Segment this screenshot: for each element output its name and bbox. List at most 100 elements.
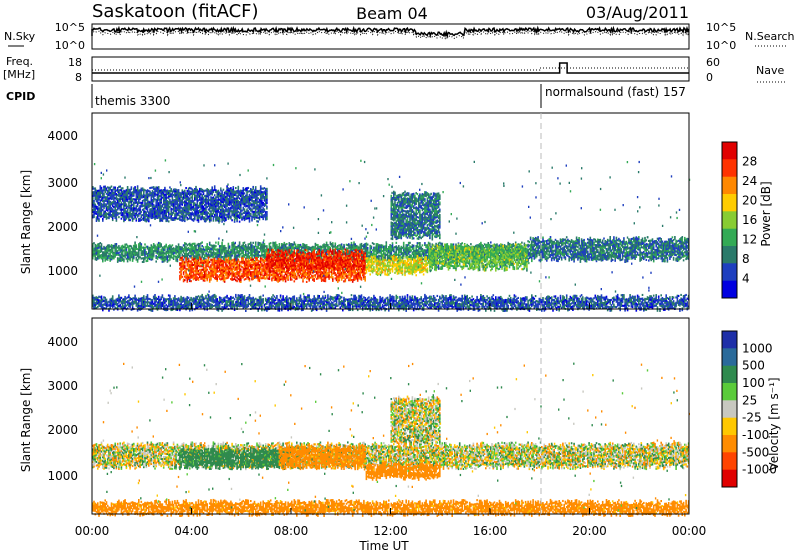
heat-cell-power-heat-0	[254, 254, 257, 257]
heat-cell-power-heat-0	[251, 256, 253, 259]
heat-cell-power-heat-0	[324, 244, 327, 247]
heat-cell-power-heat-0	[109, 257, 111, 260]
heat-cell-power-heat-0	[248, 255, 251, 258]
heat-cell-power-heat-0	[115, 248, 118, 251]
heat-cell-power-heat-0	[330, 244, 333, 247]
heat-cell-power-heat-0	[258, 243, 261, 246]
heat-cell-power-heat-0	[131, 254, 134, 257]
heat-cell-power-heat-0	[159, 256, 161, 259]
heat-cell-power-heat-0	[325, 248, 328, 251]
heat-cell-power-heat-0	[376, 255, 379, 258]
heat-cell-power-heat-0	[152, 251, 155, 254]
heat-cell-power-heat-0	[268, 246, 271, 249]
heat-cell-power-heat-0	[354, 246, 356, 249]
heat-cell-power-heat-0	[243, 245, 246, 248]
heat-cell-power-heat-0	[330, 243, 333, 246]
heat-cell-power-heat-0	[246, 253, 248, 256]
heat-cell-power-heat-0	[196, 254, 199, 257]
heat-cell-power-heat-0	[360, 244, 363, 247]
heat-cell-power-heat-0	[348, 252, 350, 255]
heat-cell-power-heat-0	[113, 244, 115, 247]
heat-cell-power-heat-0	[358, 248, 360, 251]
heat-cell-power-heat-0	[184, 252, 186, 255]
heat-cell-power-heat-0	[299, 245, 302, 248]
heat-cell-power-heat-0	[325, 243, 328, 246]
heat-cell-power-heat-0	[120, 250, 123, 253]
heat-cell-power-heat-0	[165, 256, 167, 259]
heat-cell-power-heat-0	[354, 250, 356, 253]
heat-cell-power-heat-0	[402, 243, 405, 246]
heat-cell-power-heat-0	[342, 246, 344, 249]
heat-cell-power-heat-1	[666, 256, 669, 259]
heat-cell-power-heat-0	[236, 256, 238, 259]
heat-cell-power-heat-0	[115, 243, 118, 246]
heat-cell-power-heat-0	[292, 250, 294, 253]
heat-cell-power-heat-0	[317, 254, 319, 257]
heat-cell-power-heat-0	[347, 253, 349, 256]
heat-cell-power-heat-0	[318, 247, 320, 250]
heat-cell-power-heat-1	[588, 258, 590, 261]
heat-cell-power-heat-0	[94, 247, 97, 250]
heat-cell-power-heat-0	[133, 257, 135, 260]
heat-cell-power-heat-0	[121, 259, 124, 262]
heat-cell-power-heat-0	[221, 256, 223, 259]
heat-cell-power-heat-0	[365, 242, 368, 245]
heat-cell-power-heat-0	[111, 252, 114, 255]
heat-cell-power-heat-0	[266, 245, 268, 248]
heat-cell-power-heat-0	[202, 248, 205, 251]
heat-cell-power-heat-0	[93, 247, 95, 250]
heat-cell-power-heat-1	[595, 260, 598, 263]
heat-cell-power-heat-0	[217, 241, 220, 244]
heat-cell-power-heat-0	[203, 256, 206, 259]
heat-cell-power-heat-0	[207, 255, 210, 258]
heat-cell-power-heat-0	[97, 248, 99, 251]
heat-cell-power-heat-0	[238, 241, 241, 244]
heat-cell-power-heat-0	[252, 247, 254, 250]
heat-cell-power-heat-0	[314, 248, 317, 251]
heat-cell-power-heat-0	[105, 252, 108, 255]
heat-cell-power-heat-0	[150, 255, 153, 258]
heat-cell-power-heat-0	[152, 244, 155, 247]
heat-cell-power-heat-0	[169, 251, 171, 254]
heat-cell-power-heat-2	[233, 258, 236, 261]
heat-cell-power-heat-1	[568, 259, 570, 262]
heat-cell-power-heat-0	[380, 247, 383, 250]
heat-cell-power-heat-0	[227, 246, 230, 249]
heat-cell-power-heat-0	[114, 253, 116, 256]
heat-cell-power-heat-0	[262, 254, 264, 257]
heat-cell-power-heat-2	[281, 272, 283, 275]
heat-cell-power-heat-1	[553, 258, 555, 261]
heat-cell-power-heat-0	[131, 258, 134, 261]
heat-cell-power-heat-0	[360, 242, 363, 245]
heat-cell-power-heat-0	[190, 252, 192, 255]
heat-cell-power-heat-0	[115, 250, 118, 253]
heat-cell-power-heat-0	[159, 242, 161, 245]
heat-cell-power-heat-0	[370, 250, 373, 253]
heat-cell-power-heat-0	[369, 255, 371, 258]
heat-cell-power-heat-0	[115, 246, 118, 249]
heat-cell-power-heat-0	[192, 248, 195, 251]
heat-cell-power-heat-0	[190, 254, 192, 257]
heat-cell-power-heat-0	[374, 250, 376, 253]
heat-cell-power-heat-0	[169, 249, 171, 252]
heat-cell-power-heat-0	[258, 250, 261, 253]
heat-cell-power-heat-1	[638, 236, 640, 239]
heat-cell-power-heat-0	[97, 250, 99, 253]
heat-cell-power-heat-0	[171, 249, 174, 252]
heat-cell-power-heat-0	[161, 248, 164, 251]
heat-cell-power-heat-0	[176, 260, 179, 263]
heat-cell-power-heat-2	[258, 280, 261, 283]
heat-cell-power-heat-0	[155, 251, 157, 254]
heat-cell-power-heat-1	[652, 244, 655, 247]
heat-cell-power-heat-0	[220, 250, 222, 253]
heat-cell-power-heat-0	[319, 256, 322, 259]
heat-cell-power-heat-0	[143, 246, 145, 249]
heat-cell-power-heat-0	[266, 250, 268, 253]
heat-cell-power-heat-0	[245, 252, 247, 255]
heat-cell-power-heat-1	[623, 237, 625, 240]
heat-cell-power-heat-0	[143, 250, 145, 253]
heat-cell-power-heat-0	[365, 249, 368, 252]
heat-cell-power-heat-0	[179, 254, 181, 257]
heat-cell-power-heat-0	[254, 252, 257, 255]
heat-cell-power-heat-0	[121, 251, 124, 254]
